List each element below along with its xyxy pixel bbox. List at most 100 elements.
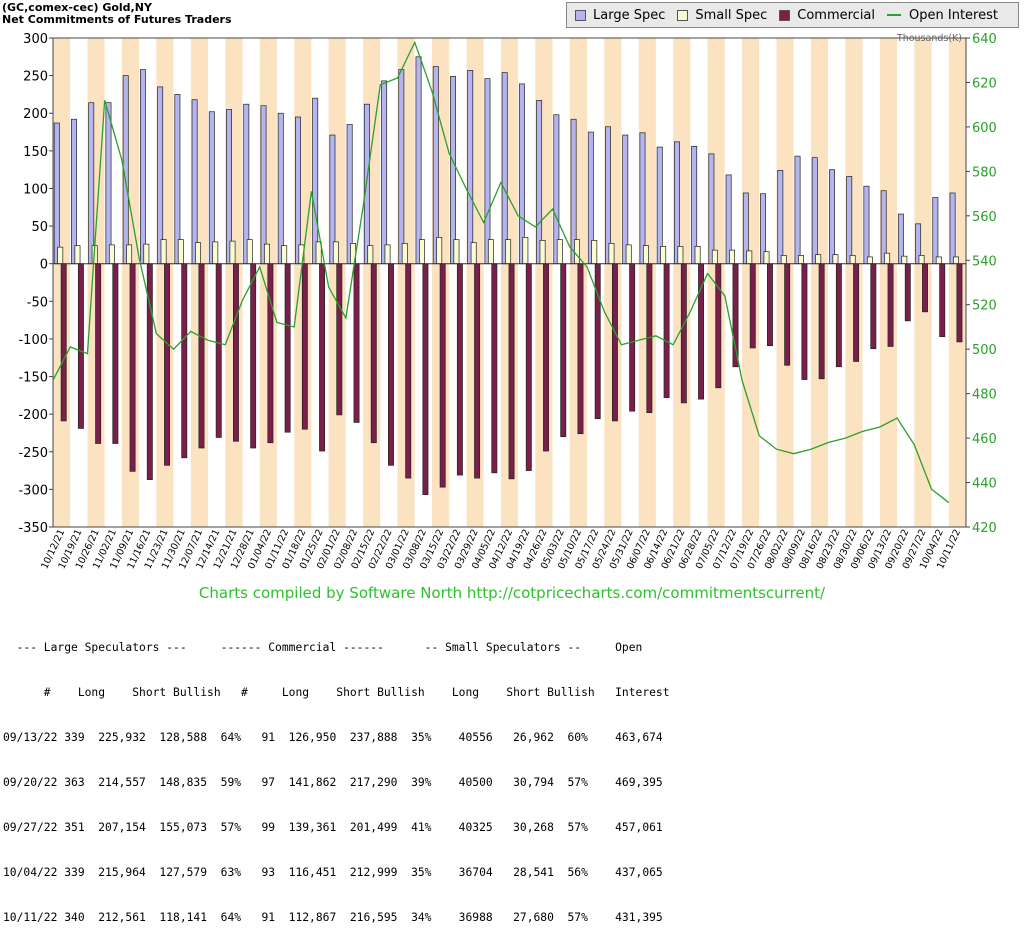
legend: Large Spec Small Spec Commercial Open In… <box>566 2 1019 28</box>
small-spec-bar <box>953 256 959 265</box>
right-tick-label: 540 <box>972 254 997 269</box>
commercial-bar <box>835 263 842 368</box>
small-spec-bar <box>470 242 477 265</box>
small-spec-bar <box>780 255 787 265</box>
legend-open-interest: Open Interest <box>887 8 998 23</box>
commercial-bar <box>164 263 170 466</box>
summary-table: --- Large Speculators --- ------ Commerc… <box>3 610 670 940</box>
small-spec-bar <box>763 251 770 265</box>
large-spec-bar <box>846 176 853 265</box>
commercial-bar <box>491 263 498 474</box>
large-spec-bar <box>880 190 887 265</box>
commercial-bar <box>922 263 928 313</box>
credit-line: Charts compiled by Software North http:/… <box>198 584 826 602</box>
commercial-bar <box>388 263 394 466</box>
x-axis-labels: 10/12/2110/19/2110/26/2111/02/2111/09/21… <box>39 528 963 571</box>
table-header-2: # Long Short Bullish # Long Short Bullis… <box>3 686 670 699</box>
commercial-bar <box>749 263 756 349</box>
small-spec-bar <box>332 241 339 265</box>
open-interest-series-line <box>52 40 950 504</box>
commercial-bar <box>663 263 670 398</box>
right-tick-label: 420 <box>972 521 997 536</box>
commercial-bar <box>267 263 274 444</box>
left-tick-label: -300 <box>18 483 48 498</box>
small-spec-bar <box>832 254 839 265</box>
legend-small-spec-label: Small Spec <box>695 7 768 23</box>
right-tick-label: 600 <box>972 121 997 136</box>
legend-large-spec: Large Spec <box>575 8 665 23</box>
commercial-bar <box>715 263 722 389</box>
small-spec-bar <box>901 255 908 265</box>
commercial-bar <box>301 263 308 430</box>
large-spec-bar <box>208 111 215 265</box>
commercial-bar <box>319 263 326 452</box>
small-spec-bar <box>660 246 667 265</box>
large-spec-bar <box>518 83 525 265</box>
small-spec-bar <box>367 245 374 265</box>
right-tick-label: 500 <box>972 343 997 358</box>
small-spec-bar <box>556 239 563 265</box>
legend-small-spec: Small Spec <box>677 8 767 23</box>
commercial-bar <box>284 263 291 433</box>
small-spec-bar <box>246 239 253 265</box>
commercial-bar <box>405 263 412 479</box>
small-spec-bar <box>625 244 632 265</box>
commercial-bar <box>95 263 102 444</box>
small-spec-bar <box>212 241 219 265</box>
left-tick-label: -250 <box>18 446 48 461</box>
large-spec-bar <box>226 109 233 265</box>
chart-title: (GC,comex-cec) Gold,NY <box>2 1 152 14</box>
legend-commercial-label: Commercial <box>797 7 876 23</box>
right-tick-label: 580 <box>972 165 997 180</box>
small-spec-bar <box>884 252 891 265</box>
plot-frame <box>52 37 967 528</box>
commercial-bar <box>77 263 84 429</box>
large-spec-bar <box>949 192 956 265</box>
right-tick-label: 560 <box>972 210 997 225</box>
small-spec-bar <box>729 249 736 265</box>
left-tick-label: 250 <box>23 70 48 85</box>
left-tick-label: 150 <box>23 145 48 160</box>
small-spec-bar <box>522 237 529 265</box>
legend-small-spec-swatch <box>677 9 689 21</box>
table-row: 10/04/22 339 215,964 127,579 63% 93 116,… <box>3 866 663 879</box>
small-spec-bar <box>401 243 408 265</box>
commercial-bar <box>336 263 343 416</box>
commercial-bar <box>560 263 567 438</box>
large-spec-bar <box>88 102 95 265</box>
small-spec-bar <box>711 249 718 265</box>
right-tick-label: 460 <box>972 432 997 447</box>
left-tick-label: 0 <box>40 258 48 273</box>
large-spec-bar <box>312 97 319 265</box>
small-spec-bar <box>591 240 598 265</box>
large-spec-bar <box>639 132 646 265</box>
small-spec-bar <box>849 255 856 265</box>
commercial-bar <box>60 263 67 422</box>
commercial-bar <box>181 263 188 459</box>
small-spec-bar <box>677 246 684 265</box>
large-spec-bar <box>708 153 715 265</box>
legend-large-spec-label: Large Spec <box>593 7 666 23</box>
small-spec-bar <box>815 254 822 265</box>
commercial-bar <box>784 263 791 366</box>
commercial-bar <box>129 263 136 472</box>
large-spec-bar <box>415 56 422 265</box>
small-spec-bar <box>74 245 81 265</box>
small-spec-bar <box>108 244 115 265</box>
small-spec-bar <box>694 246 701 265</box>
legend-large-spec-swatch <box>575 9 586 21</box>
commercial-bar <box>353 263 360 423</box>
large-spec-bar <box>260 105 267 265</box>
small-spec-bar <box>177 239 184 265</box>
large-spec-bar <box>346 124 353 265</box>
commercial-bar <box>370 263 377 444</box>
commercial-bar <box>112 263 119 444</box>
commercial-bar <box>680 263 687 404</box>
small-spec-bar <box>126 244 133 265</box>
large-spec-bar <box>484 78 491 265</box>
large-spec-bar <box>277 112 284 265</box>
small-spec-bar <box>918 255 925 265</box>
table-row: 09/13/22 339 225,932 128,588 64% 91 126,… <box>3 731 663 744</box>
table-row: 09/27/22 351 207,154 155,073 57% 99 139,… <box>3 821 663 834</box>
large-spec-bar <box>794 155 801 265</box>
